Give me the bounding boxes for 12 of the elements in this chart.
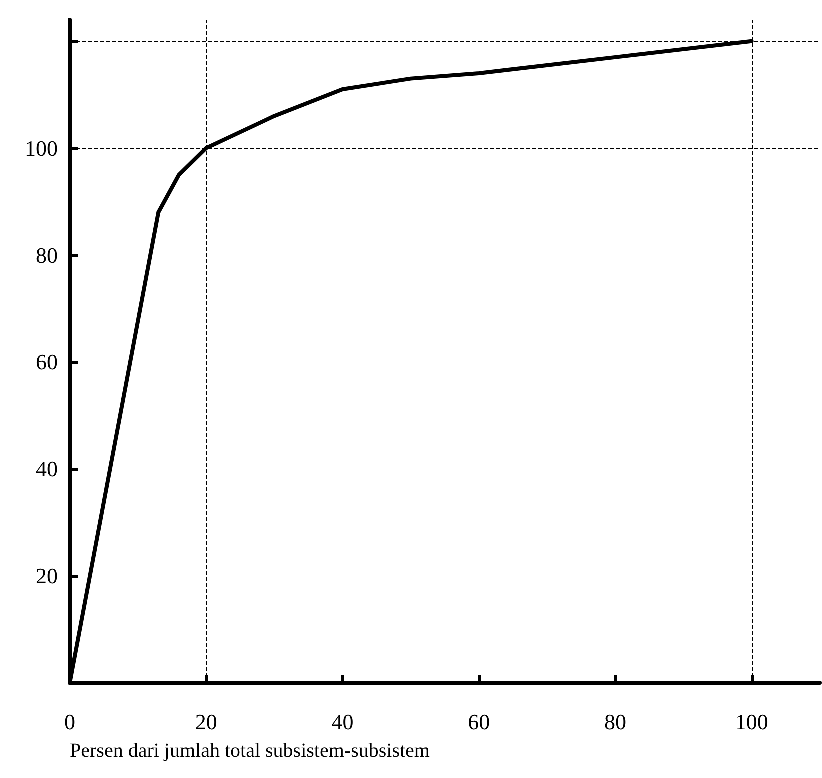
x-tick-label: 0: [64, 710, 76, 734]
x-tick-label: 80: [604, 710, 626, 734]
y-tick-label: 40: [36, 456, 58, 482]
y-tick-label: 80: [36, 242, 58, 268]
y-tick-label: 100: [25, 136, 58, 161]
y-tick-label: 60: [36, 350, 58, 375]
x-axis-title: Persen dari jumlah total subsistem-subsistem: [70, 740, 430, 762]
x-tick-label: 60: [468, 710, 490, 734]
x-tick-label: 100: [735, 710, 768, 734]
y-tick-label: 20: [36, 564, 58, 589]
x-tick-label: 40: [332, 710, 354, 734]
x-tick-label: 20: [195, 710, 218, 734]
